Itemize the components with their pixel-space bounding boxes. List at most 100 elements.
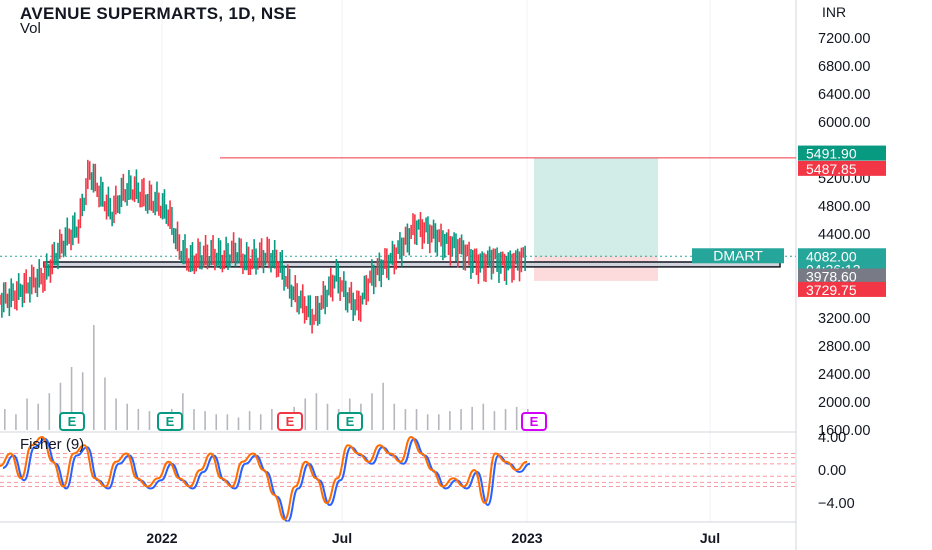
symbol-tag-bg (692, 248, 784, 264)
volume-bar (59, 382, 62, 430)
price-tick-8: 2800.00 (818, 339, 870, 355)
price-tick-7: 3200.00 (818, 311, 870, 327)
fisher-tick-1: 0.00 (818, 463, 846, 479)
current-price-tag: 4082.00 (806, 248, 857, 264)
volume-bar (371, 393, 373, 430)
stop-price-tag-bg (798, 281, 886, 297)
volume-bar (471, 406, 473, 430)
volume-bar (460, 409, 462, 430)
earnings-marker-label: E (530, 414, 539, 429)
volume-bar (226, 414, 229, 430)
entry-price-tag: 3978.60 (806, 268, 857, 284)
symbol-tag: DMART (713, 247, 763, 263)
entry-price-tag-bg (798, 268, 886, 284)
target-price-tag-bg (798, 145, 886, 161)
grid-lines (0, 0, 797, 550)
volume-bar (449, 411, 451, 430)
volume-bar (26, 398, 28, 430)
earnings-marker-box (59, 412, 85, 431)
volume-bar (482, 403, 485, 430)
volume-bar (426, 414, 429, 430)
volume-bar (493, 411, 496, 430)
price-tags: 5491.905487.854082.0004:36:13DMART3978.6… (692, 145, 886, 298)
volume-bar (326, 403, 329, 430)
earnings-marker-2[interactable]: E (277, 412, 303, 431)
stop-price-tag: 3729.75 (806, 282, 857, 298)
target-price-tag: 5491.90 (806, 146, 857, 162)
volume-bar (126, 403, 129, 430)
fisher-label: Fisher (9) (20, 436, 85, 453)
earnings-marker-box (337, 412, 363, 431)
price-tick-0: 7200.00 (818, 31, 870, 47)
volume-bar (81, 372, 84, 430)
fisher-line (0, 435, 528, 521)
fisher-tick-2: −4.00 (818, 496, 855, 512)
price-tick-5: 4800.00 (818, 199, 870, 215)
earnings-marker-box (521, 412, 547, 431)
volume-bar (382, 382, 384, 430)
x-tick-0: 2022 (146, 530, 177, 546)
volume-bar (315, 393, 318, 430)
profit-zone (534, 157, 658, 257)
currency-label: INR (822, 4, 847, 20)
volume-bar (104, 377, 106, 430)
volume-bar (237, 417, 240, 430)
volume-bar (304, 398, 307, 430)
volume-bar (515, 406, 518, 430)
x-tick-2: 2023 (511, 530, 542, 546)
x-tick-3: Jul (700, 530, 720, 546)
target-line-tag: 5487.85 (806, 161, 857, 177)
volume-bar (204, 411, 206, 430)
price-tick-10: 2000.00 (818, 395, 870, 411)
loss-zone (534, 256, 658, 281)
earnings-marker-4[interactable]: E (521, 412, 547, 431)
volume-bar (259, 414, 262, 430)
earnings-marker-label: E (68, 414, 77, 429)
price-series (0, 159, 526, 334)
volume-bar (148, 411, 151, 430)
volume-bar (248, 411, 251, 430)
volume-bar (48, 393, 51, 430)
earnings-marker-box (157, 412, 183, 431)
target-line-tag-bg (798, 160, 886, 176)
price-tick-1: 6800.00 (818, 59, 870, 75)
time-axis[interactable]: 2022 Jul 2023 Jul (0, 521, 796, 546)
volume-bar (193, 409, 195, 430)
volume-bar (15, 414, 17, 430)
earnings-marker-3[interactable]: E (337, 412, 363, 431)
fisher-indicator (0, 435, 796, 523)
x-tick-1: Jul (332, 530, 352, 546)
volume-bar (93, 325, 95, 430)
earnings-marker-label: E (286, 414, 295, 429)
volume-bar (404, 409, 407, 430)
earnings-marker-0[interactable]: E (59, 412, 85, 431)
volume-bar (115, 398, 117, 430)
volume-bar (437, 414, 440, 430)
volume-bar (393, 403, 396, 430)
price-tick-2: 6400.00 (818, 87, 870, 103)
volume-bar (137, 409, 140, 430)
price-tick-9: 2400.00 (818, 367, 870, 383)
position-zones (0, 157, 796, 281)
volume-bar (415, 409, 418, 430)
price-axis[interactable]: 7200.006800.006400.006000.005200.004800.… (818, 31, 870, 512)
volume-bar (70, 367, 73, 430)
earnings-marker-box (277, 412, 303, 431)
price-tick-3: 6000.00 (818, 115, 870, 131)
volume-bar (271, 409, 273, 430)
chart-title: AVENUE SUPERMARTS, 1D, NSE (20, 4, 297, 23)
volume-bar (4, 409, 6, 430)
earnings-marker-label: E (346, 414, 355, 429)
volume-bar (215, 414, 218, 430)
earnings-marker-1[interactable]: E (157, 412, 183, 431)
price-tick-6: 4400.00 (818, 227, 870, 243)
fisher-tick-0: 4.00 (818, 430, 846, 446)
volume-bar (504, 409, 507, 430)
support-zone (43, 261, 781, 268)
price-tick-11: 1600.00 (818, 423, 870, 439)
volume-label: Vol (20, 20, 41, 37)
volume-bar (182, 393, 184, 430)
volume-bar (37, 403, 39, 430)
